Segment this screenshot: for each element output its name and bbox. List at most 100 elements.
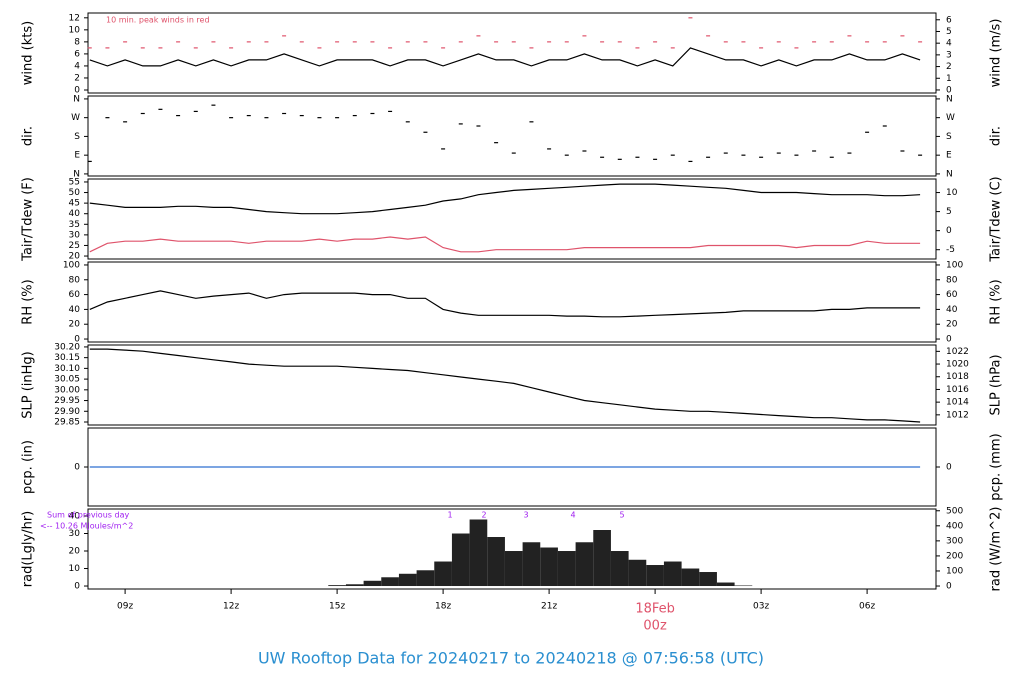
y-tick-label: 35	[69, 220, 80, 230]
x-tick-label: 09z	[117, 602, 133, 612]
y2-tick-label: 1020	[946, 360, 969, 370]
y-tick-label: 6	[74, 49, 80, 59]
y2-tick-label: 1014	[946, 398, 969, 408]
bar	[557, 551, 576, 587]
y-tick-label: 10	[69, 25, 81, 35]
y-tick-label: E	[74, 151, 80, 161]
series-line	[89, 47, 921, 67]
y2-tick-label: 10	[946, 188, 958, 198]
y2-tick-label: -5	[946, 245, 955, 255]
bar	[381, 577, 399, 587]
y-tick-label: N	[73, 94, 80, 104]
bar	[593, 530, 611, 587]
y2-tick-label: 0	[946, 463, 952, 473]
y-tick-label: 100	[63, 260, 80, 270]
panel-frame	[87, 344, 937, 426]
y2-tick-label: 60	[946, 290, 958, 300]
y2-tick-label: N	[946, 169, 953, 179]
y-tick-label: 60	[69, 290, 81, 300]
y-tick-label: 0	[74, 335, 80, 345]
y2-tick-label: 0	[946, 85, 952, 95]
series-line	[89, 290, 921, 318]
marker-label: 2	[481, 511, 486, 520]
y-axis-label: wind (kts)	[21, 21, 36, 85]
series-line	[89, 236, 921, 253]
y-tick-label: W	[71, 113, 80, 123]
panel-frame	[87, 95, 937, 177]
bar	[734, 585, 753, 587]
y-axis-label: dir.	[21, 126, 36, 146]
y2-tick-label: N	[946, 94, 953, 104]
bar	[575, 542, 594, 587]
x-tick-label: 06z	[859, 602, 875, 612]
x-tick-label: 21z	[541, 602, 557, 612]
y2-axis-label: wind (m/s)	[989, 19, 1004, 88]
y2-tick-label: 1018	[946, 372, 969, 382]
y-tick-label: 29.90	[54, 407, 80, 417]
bar	[504, 551, 523, 587]
bar	[699, 572, 717, 587]
bar	[451, 533, 470, 587]
x-tick-label: 12z	[223, 602, 239, 612]
marker-label: 1	[447, 511, 452, 520]
y-tick-label: 8	[74, 37, 80, 47]
marker-label: 3	[523, 511, 528, 520]
y-axis-label: Tair/Tdew (F)	[21, 177, 36, 262]
y2-tick-label: 1022	[946, 347, 969, 357]
y2-tick-label: 80	[946, 275, 958, 285]
annotation: <-- 10.26 MJoules/m^2	[40, 522, 133, 531]
y-tick-label: 25	[69, 241, 80, 251]
y-tick-label: 30.20	[54, 342, 80, 352]
y-tick-label: 30	[69, 529, 81, 539]
marker-label: 4	[570, 511, 575, 520]
y2-tick-label: 1012	[946, 410, 969, 420]
bar	[716, 582, 735, 587]
panel-frame	[87, 12, 937, 94]
bar	[646, 565, 664, 587]
y-tick-label: 0	[74, 463, 80, 473]
y-tick-label: 4	[74, 61, 80, 71]
annotation: 10 min. peak winds in red	[106, 16, 210, 25]
y-tick-label: N	[73, 169, 80, 179]
chart-title: UW Rooftop Data for 20240217 to 20240218…	[258, 649, 764, 668]
x-tick-label: 03z	[753, 602, 769, 612]
y-tick-label: 29.85	[54, 417, 80, 427]
bar	[540, 547, 558, 587]
y2-tick-label: 0	[946, 226, 952, 236]
bar	[363, 580, 382, 587]
bar	[522, 542, 541, 587]
y2-tick-label: 6	[946, 15, 952, 25]
y2-tick-label: 1016	[946, 385, 969, 395]
y-tick-label: 50	[69, 188, 81, 198]
y2-tick-label: 4	[946, 39, 952, 49]
y2-tick-label: 1	[946, 74, 952, 84]
y2-tick-label: 40	[946, 305, 958, 315]
panel-frame	[87, 508, 937, 590]
y2-tick-label: E	[946, 151, 952, 161]
y2-tick-label: W	[946, 113, 955, 123]
y2-axis-label: Tair/Tdew (C)	[989, 176, 1004, 262]
bar	[681, 568, 700, 587]
y2-axis-label: dir.	[989, 126, 1004, 146]
y-tick-label: S	[74, 132, 80, 142]
panel-frame	[87, 261, 937, 343]
y-tick-label: 0	[74, 582, 80, 592]
y-tick-label: 20	[69, 320, 81, 330]
y-tick-label: 12	[69, 13, 80, 23]
series-line	[89, 183, 921, 215]
y2-tick-label: 20	[946, 320, 958, 330]
y2-tick-label: 5	[946, 207, 952, 217]
y2-tick-label: 400	[946, 521, 963, 531]
y2-tick-label: 0	[946, 335, 952, 345]
y-tick-label: 0	[74, 85, 80, 95]
bar	[487, 537, 505, 587]
y-tick-label: 40	[69, 305, 81, 315]
y2-tick-label: 100	[946, 566, 963, 576]
y-axis-label: RH (%)	[21, 279, 36, 324]
y2-tick-label: 2	[946, 62, 952, 72]
bar	[416, 570, 435, 587]
y-axis-label: SLP (inHg)	[21, 351, 36, 419]
x-tick-label: 15z	[329, 602, 345, 612]
x-tick-label: 18z	[435, 602, 451, 612]
